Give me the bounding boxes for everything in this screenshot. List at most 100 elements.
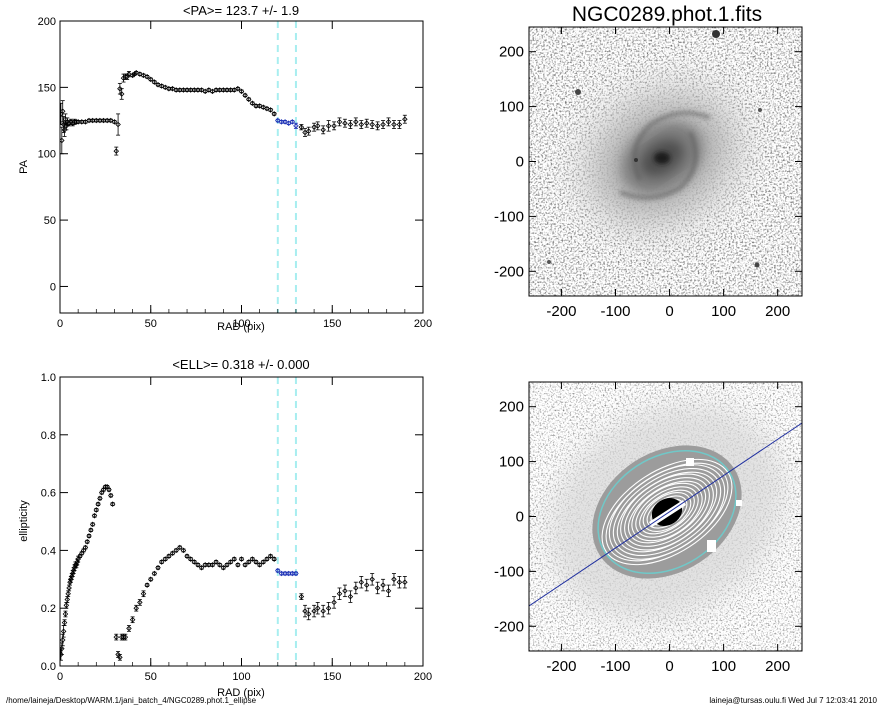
pa-data-point [166,85,172,92]
pa-x-tick-label: 100 [232,318,250,330]
ellipticity-data-point [363,578,370,592]
pa-data-point [267,107,274,113]
ellipse-fit-image-y-tick-label: -100 [494,563,524,580]
ellipticity-data-point [267,553,274,559]
pa-plot-frame [59,20,424,314]
galaxy-image-x-tick-label: 100 [711,303,736,320]
ellipticity-data-point [169,550,176,557]
galaxy-image-panel: NGC0289.phot.1.fits -200 -100 0 100 200 -200 -… [494,3,803,320]
pa-data-point [278,119,285,125]
ellipticity-data-point [89,521,96,528]
ellipticity-data-point [227,559,234,565]
galaxy-image-x-tick-label: -100 [600,303,630,320]
ellipticity-data-point [369,573,375,586]
pa-data-point [177,87,183,93]
isophote-contour [635,486,699,538]
galaxy-image-x-tick-label: 200 [765,303,790,320]
pa-x-tick-label: 150 [323,318,341,330]
pa-y-axis-label: PA [18,159,30,174]
pa-data-point [115,113,121,136]
ellipticity-data-point [97,495,103,502]
ellipticity-data-point [63,602,70,609]
ellipticity-data-point [342,584,348,598]
pa-data-point [147,76,154,83]
ellipticity-data-point [238,556,245,562]
pa-data-point [195,87,201,93]
ellipticity-plot-frame [59,376,424,667]
ellipticity-data-point [249,556,256,562]
ellipticity-data-point [184,553,190,559]
ellipticity-data-point [282,570,288,577]
ellipticity-data-point [86,533,92,539]
pa-data-point [79,119,85,125]
pa-data-point [173,87,179,93]
pa-panel-title: <PA>= 123.7 +/- 1.9 [183,3,299,18]
ellipticity-data-point [353,581,359,595]
ellipticity-x-tick-label: 100 [232,671,250,683]
ellipse-fit-image-x-tick-label: -100 [600,658,630,675]
pa-data-point [155,81,161,88]
isophote-contour [642,492,692,532]
pa-data-point [293,122,299,129]
pa-data-point [249,100,256,107]
ellipticity-data-point [253,559,259,565]
ellipticity-data-point [117,654,123,661]
pa-y-tick-label: 200 [38,16,56,28]
pa-data-point [213,87,219,93]
pa-data-point [385,117,392,127]
pa-data-point [111,119,118,125]
ellipse-fit-image-x-tick-label: 0 [665,658,673,675]
pa-data-point [289,119,296,125]
galaxy-image-y-tick-label: 100 [499,99,524,116]
pa-data-point [227,87,234,93]
pa-data-point [100,117,107,124]
ellipticity-data-point [278,570,285,577]
ellipticity-data-point [147,576,154,583]
ellipticity-data-point [177,544,183,551]
pa-data-point [374,121,381,131]
ellipticity-data-point [302,604,308,618]
ellipticity-data-point [202,562,208,568]
pa-data-point [358,120,365,129]
ellipticity-data-point [213,559,219,565]
ellipticity-y-tick-label: 0.4 [41,545,56,557]
ellipticity-x-tick-label: 0 [57,671,63,683]
ellipticity-y-tick-label: 0.8 [41,430,56,442]
ellipticity-data-point [198,564,205,571]
ellipse-fit-image-x-tick-label: -200 [546,658,576,675]
ellipticity-data-point [256,562,263,568]
ellipticity-data-point [108,492,114,499]
pa-y-tick-label: 50 [44,215,56,227]
ellipticity-data-point [275,567,281,574]
ellipticity-data-point [60,633,66,647]
pa-data-point [271,111,277,117]
footer-user-timestamp: laineja@tursas.oulu.fi Wed Jul 7 12:03:4… [709,696,877,705]
pa-data-point [97,117,103,124]
pa-data-point [118,88,125,100]
ellipticity-data-point [380,578,386,592]
galaxy-image-x-tick-label: 0 [665,303,673,320]
pa-data-point [235,85,241,92]
ellipticity-y-tick-label: 0.6 [41,488,56,500]
pa-data-point [144,73,150,80]
ellipticity-data-point [289,570,296,577]
galaxy-image-y-tick-label: -200 [494,263,524,280]
ellipticity-data-point [95,501,101,507]
pa-data-point [396,120,403,129]
ellipticity-data-point [242,562,248,568]
isophote-contour [639,489,695,535]
ellipticity-y-tick-label: 1.0 [41,372,56,384]
ellipticity-data-point [311,604,317,618]
ellipticity-data-point [88,527,94,533]
ellipticity-data-point [82,544,89,551]
pa-y-tick-label: 0 [50,281,56,293]
ellipticity-data-point [216,562,223,568]
ellipticity-data-point [62,610,69,618]
pa-data-point [363,118,370,128]
pa-data-point [347,120,354,129]
ellipticity-data-point [347,590,354,603]
ellipticity-data-point [271,556,277,562]
ellipticity-y-axis-label: ellipticity [18,500,30,542]
pa-y-tick-label: 150 [38,82,56,94]
